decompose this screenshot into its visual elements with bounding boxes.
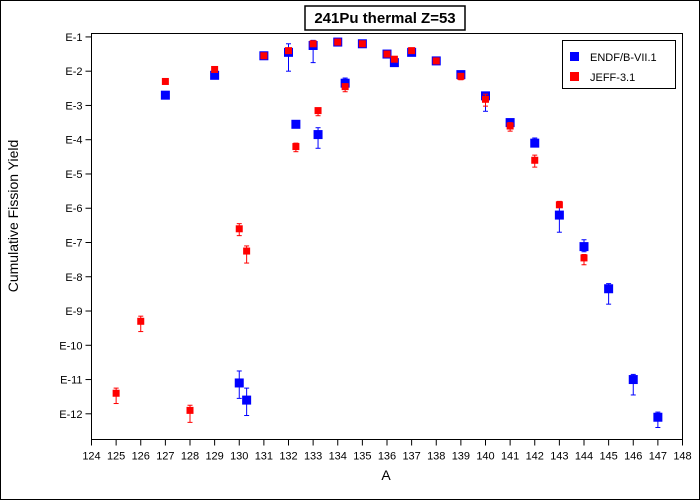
data-point: [314, 107, 322, 115]
data-point: [137, 317, 145, 325]
data-point: [161, 77, 169, 85]
data-point: [309, 40, 317, 48]
data-point: [531, 156, 539, 164]
data-point: [555, 201, 563, 209]
data-point: [112, 389, 120, 397]
y-tick-label: E-11: [60, 375, 82, 387]
data-point: [390, 55, 398, 63]
x-tick-label: 131: [255, 451, 273, 463]
legend-marker: [570, 72, 579, 81]
y-tick-label: E-3: [65, 100, 82, 112]
legend-box: [562, 40, 676, 89]
x-tick-label: 146: [624, 451, 642, 463]
x-tick-label: 125: [107, 451, 125, 463]
data-point: [482, 95, 489, 103]
chart-title: 241Pu thermal Z=53: [314, 10, 455, 27]
data-series: [112, 37, 663, 429]
data-point: [554, 210, 564, 220]
data-point: [653, 412, 663, 422]
data-point: [358, 40, 366, 48]
data-point: [211, 65, 219, 73]
y-tick-label: E-7: [65, 237, 82, 249]
y-tick-label: E-5: [65, 169, 82, 181]
x-tick-label: 145: [599, 451, 617, 463]
x-tick-label: 134: [329, 451, 347, 463]
data-point: [291, 119, 301, 129]
x-tick-label: 141: [501, 451, 519, 463]
y-tick-label: E-10: [59, 340, 82, 352]
data-point: [580, 254, 588, 262]
y-tick-label: E-2: [65, 66, 82, 78]
x-tick-label: 127: [156, 451, 174, 463]
data-point: [242, 395, 252, 405]
y-axis-label: Cumulative Fission Yield: [5, 140, 21, 293]
legend-label: ENDF/B-VII.1: [590, 52, 657, 64]
data-point: [457, 72, 465, 80]
data-point: [243, 247, 251, 255]
y-tick-label: E-4: [65, 135, 82, 147]
data-point: [235, 225, 243, 233]
y-tick-label: E-1: [65, 32, 82, 44]
x-tick-label: 143: [550, 451, 568, 463]
legend-label: JEFF-3.1: [590, 72, 635, 84]
data-point: [530, 138, 540, 148]
x-axis: 124 125 126 127 128 129 130 131 132 133 134 135 136 1…: [82, 439, 692, 463]
x-tick-label: 147: [649, 451, 667, 463]
data-point: [186, 406, 194, 414]
x-tick-label: 129: [205, 451, 223, 463]
x-tick-label: 135: [353, 451, 371, 463]
data-point: [285, 47, 292, 55]
y-tick-label: E-12: [59, 409, 82, 421]
x-tick-label: 133: [304, 451, 322, 463]
x-tick-label: 142: [526, 451, 544, 463]
x-tick-label: 144: [575, 451, 593, 463]
legend: ENDF/B-VII.1 JEFF-3.1: [562, 40, 676, 89]
x-tick-label: 139: [452, 451, 470, 463]
data-point: [313, 130, 323, 140]
data-point: [579, 242, 589, 252]
x-tick-label: 126: [132, 451, 150, 463]
y-tick-label: E-9: [65, 306, 82, 318]
legend-marker: [570, 52, 579, 61]
data-point: [260, 52, 268, 60]
data-point: [604, 284, 614, 294]
x-tick-label: 136: [378, 451, 396, 463]
title-box: [304, 5, 466, 31]
plot-area: [91, 33, 683, 440]
y-tick-label: E-8: [65, 272, 82, 284]
data-point: [210, 70, 220, 80]
x-tick-label: 128: [181, 451, 199, 463]
x-tick-label: 130: [230, 451, 248, 463]
series-jeff-3-1: [112, 38, 588, 423]
x-tick-label: 148: [673, 451, 691, 463]
data-point: [506, 122, 514, 130]
x-tick-label: 132: [279, 451, 297, 463]
data-point: [234, 378, 244, 388]
x-tick-label: 138: [427, 451, 445, 463]
data-point: [160, 90, 170, 100]
y-tick-label: E-6: [65, 203, 82, 215]
data-point: [341, 83, 349, 91]
data-point: [292, 143, 300, 151]
data-point: [628, 375, 638, 385]
x-axis-label: A: [381, 467, 391, 483]
data-point: [408, 47, 416, 55]
y-axis: E-1 E-2 E-3 E-4 E-5 E-6 E-7 E-8 E-9 E-10 E-11 E-12: [59, 32, 92, 421]
x-tick-label: 137: [402, 451, 420, 463]
x-tick-label: 124: [82, 451, 100, 463]
data-point: [334, 38, 342, 46]
x-tick-label: 140: [476, 451, 494, 463]
data-point: [432, 57, 440, 65]
data-point: [383, 50, 391, 58]
